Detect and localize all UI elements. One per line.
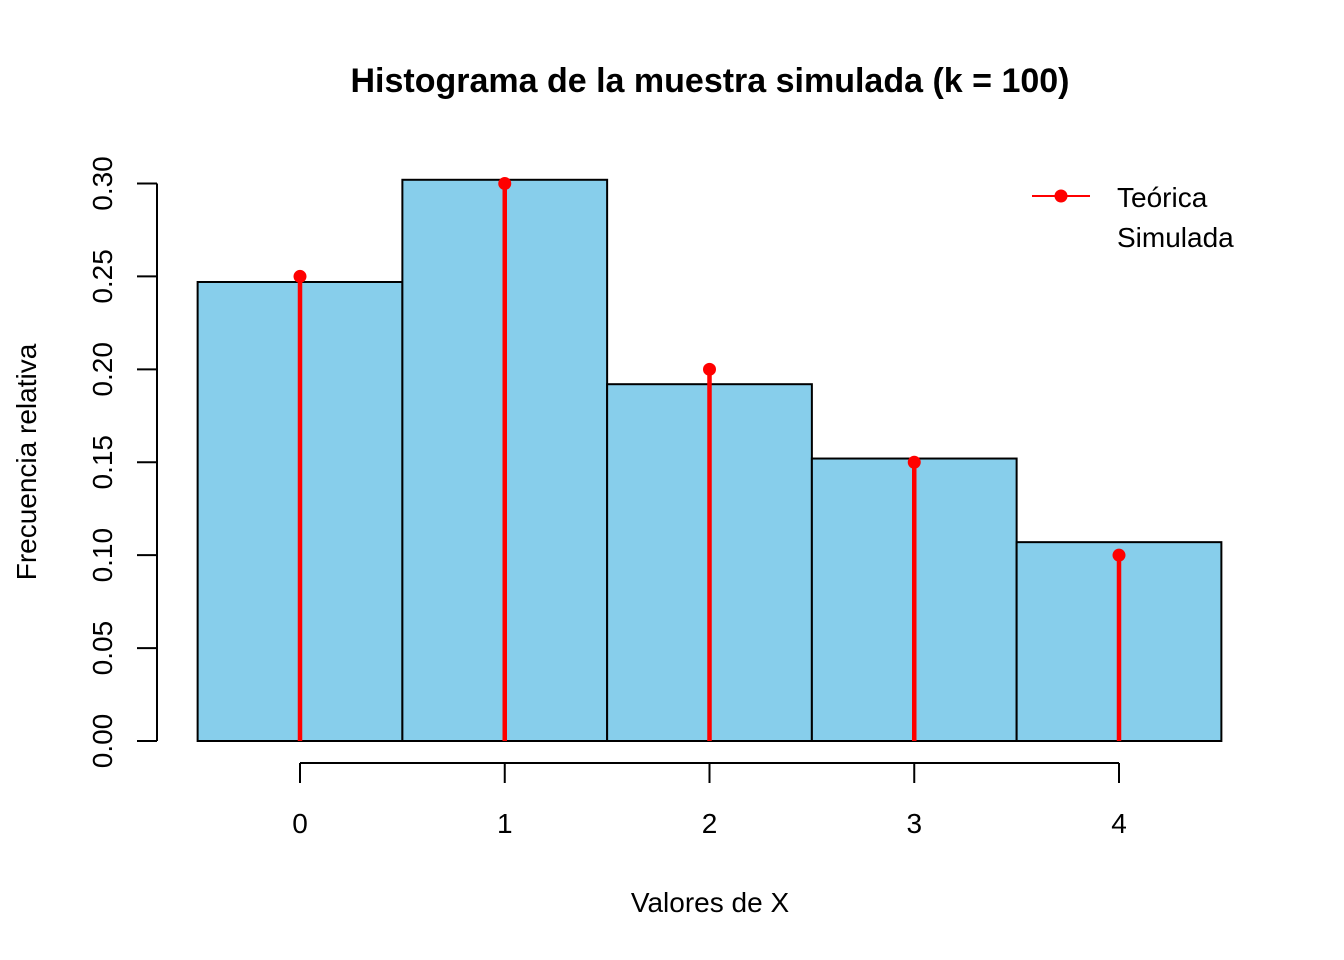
y-tick-label: 0.10	[87, 528, 118, 583]
chart-title: Histograma de la muestra simulada (k = 1…	[350, 62, 1069, 100]
y-tick-label: 0.25	[87, 249, 118, 304]
y-tick-label: 0.20	[87, 342, 118, 397]
x-tick-label: 3	[906, 808, 922, 839]
x-axis: 0 1 2 3 4	[292, 762, 1127, 839]
x-tick-label: 1	[497, 808, 513, 839]
legend-label-teorica: Teórica	[1117, 182, 1208, 213]
x-axis-label: Valores de X	[631, 887, 790, 918]
theoretical-point	[293, 269, 307, 283]
y-axis: 0.00 0.05 0.10 0.15 0.20 0.25 0.30	[87, 156, 158, 769]
theoretical-point	[498, 177, 512, 191]
y-tick-label: 0.30	[87, 156, 118, 211]
x-tick-label: 2	[702, 808, 718, 839]
legend-point-teorica	[1054, 189, 1068, 203]
theoretical-point	[1112, 548, 1126, 562]
y-tick-label: 0.00	[87, 714, 118, 769]
theoretical-point	[907, 455, 921, 469]
y-axis-label: Frecuencia relativa	[11, 343, 42, 580]
y-tick-label: 0.05	[87, 621, 118, 676]
y-tick-label: 0.15	[87, 435, 118, 490]
plot-area	[196, 177, 1223, 742]
theoretical-point	[703, 362, 716, 376]
x-tick-label: 4	[1111, 808, 1127, 839]
legend-label-simulada: Simulada	[1117, 222, 1234, 253]
legend: Teórica Simulada	[1032, 182, 1234, 253]
x-tick-label: 0	[292, 808, 308, 839]
